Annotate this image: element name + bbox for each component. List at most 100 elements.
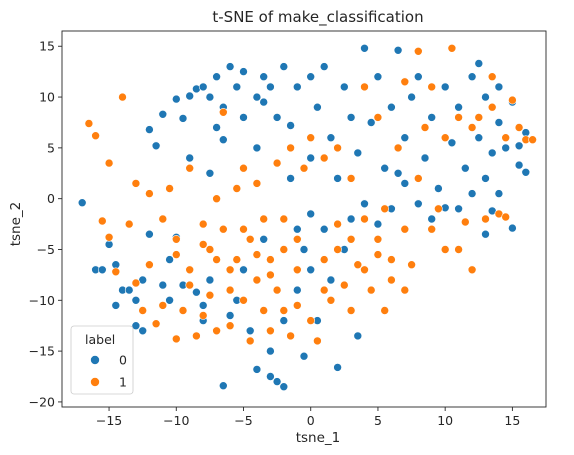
- point-label-1: [528, 135, 537, 144]
- point-label-0: [346, 214, 356, 224]
- point-label-1: [151, 319, 161, 329]
- point-label-1: [313, 336, 322, 346]
- legend-box: [70, 325, 134, 395]
- point-label-0: [494, 189, 504, 198]
- point-label-1: [440, 245, 450, 254]
- point-label-1: [292, 235, 302, 244]
- point-label-0: [400, 179, 410, 188]
- plot-frame: [61, 30, 547, 408]
- point-label-0: [259, 97, 269, 107]
- point-label-1: [346, 235, 356, 244]
- point-label-1: [460, 217, 470, 227]
- point-label-0: [420, 153, 430, 163]
- point-label-0: [205, 92, 215, 102]
- point-label-1: [205, 245, 215, 254]
- point-label-1: [245, 336, 255, 346]
- point-label-1: [212, 194, 221, 203]
- point-label-1: [232, 184, 242, 193]
- point-label-1: [259, 306, 269, 315]
- point-label-0: [333, 363, 342, 372]
- point-label-0: [299, 351, 309, 361]
- point-label-0: [259, 235, 269, 244]
- point-label-1: [508, 95, 517, 105]
- point-label-0: [481, 229, 490, 239]
- point-label-1: [239, 163, 248, 173]
- point-label-1: [272, 158, 282, 168]
- point-label-0: [158, 280, 168, 290]
- point-label-1: [427, 82, 437, 92]
- series-0: [77, 43, 531, 392]
- point-label-0: [239, 67, 248, 76]
- point-label-1: [380, 306, 390, 315]
- point-label-1: [413, 46, 423, 56]
- point-label-0: [292, 224, 302, 234]
- point-label-0: [326, 275, 336, 285]
- point-label-1: [252, 179, 262, 188]
- point-label-1: [225, 265, 235, 275]
- point-label-0: [306, 209, 316, 219]
- x-tick-label: 10: [437, 413, 453, 428]
- point-label-1: [219, 224, 228, 234]
- point-label-0: [192, 287, 201, 297]
- point-label-0: [427, 113, 437, 122]
- point-label-1: [514, 123, 524, 132]
- point-label-0: [185, 91, 194, 101]
- point-label-0: [306, 72, 316, 81]
- point-label-0: [413, 199, 423, 209]
- point-label-1: [447, 43, 457, 53]
- point-label-0: [252, 365, 262, 374]
- point-label-0: [239, 265, 248, 275]
- legend-title: label: [85, 332, 115, 347]
- point-label-1: [172, 235, 181, 244]
- point-label-0: [158, 110, 168, 119]
- point-label-0: [467, 189, 477, 198]
- point-label-1: [205, 290, 215, 300]
- point-label-1: [212, 326, 221, 336]
- point-label-1: [84, 119, 94, 128]
- point-label-0: [219, 381, 228, 391]
- point-label-1: [232, 255, 242, 264]
- point-label-0: [239, 113, 248, 122]
- point-label-1: [467, 265, 477, 275]
- point-label-0: [413, 72, 423, 81]
- point-label-1: [360, 214, 369, 224]
- point-label-1: [440, 133, 450, 142]
- point-label-1: [219, 108, 228, 117]
- point-label-1: [198, 311, 208, 320]
- point-label-1: [172, 334, 181, 344]
- point-label-0: [319, 62, 329, 71]
- point-label-0: [481, 92, 490, 102]
- point-label-1: [104, 158, 114, 168]
- point-label-0: [373, 219, 383, 229]
- point-label-1: [292, 301, 302, 310]
- point-label-0: [279, 316, 289, 325]
- point-label-1: [501, 133, 511, 142]
- point-label-1: [353, 260, 363, 270]
- point-label-0: [393, 169, 403, 178]
- point-label-1: [245, 235, 255, 244]
- point-label-1: [279, 245, 289, 254]
- point-label-0: [481, 174, 490, 183]
- x-tick-label: −5: [234, 413, 252, 428]
- point-label-0: [178, 114, 188, 123]
- y-axis-label: tsne_2: [8, 202, 24, 247]
- point-label-1: [124, 219, 134, 229]
- point-label-1: [400, 285, 410, 295]
- point-label-0: [172, 94, 181, 104]
- point-label-0: [353, 331, 363, 341]
- point-label-1: [434, 204, 443, 214]
- point-label-1: [319, 255, 329, 264]
- point-label-0: [225, 311, 235, 320]
- point-label-1: [333, 219, 342, 229]
- y-tick-label: −15: [29, 344, 55, 359]
- point-label-1: [185, 265, 194, 275]
- x-tick-label: 15: [504, 413, 520, 428]
- point-label-0: [219, 135, 228, 144]
- x-axis-label: tsne_1: [296, 430, 341, 446]
- point-label-0: [333, 174, 342, 183]
- point-label-1: [192, 331, 201, 341]
- x-tick-label: 5: [374, 413, 382, 428]
- point-label-1: [387, 275, 396, 285]
- point-label-0: [145, 229, 154, 239]
- point-label-1: [198, 240, 208, 249]
